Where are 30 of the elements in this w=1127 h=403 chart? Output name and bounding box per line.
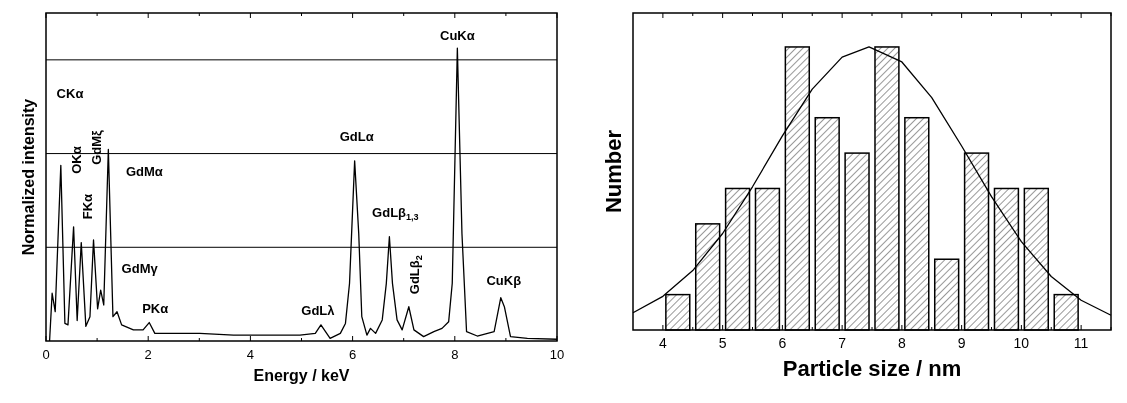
annotation: CKα (56, 85, 84, 101)
x-tick-label: 7 (838, 335, 847, 351)
annotation: FKα (79, 193, 95, 220)
x-tick-label: 2 (144, 347, 152, 362)
x-tick-label: 5 (718, 335, 727, 351)
y-axis-title: Number (601, 129, 626, 214)
annotation: CuKα (440, 27, 475, 43)
annotation: GdLλ (301, 302, 336, 318)
y-axis-title: Normalized intensity (20, 98, 37, 256)
annotation: GdLα (339, 128, 374, 144)
x-tick-label: 6 (348, 347, 357, 362)
annotation: GdLβ$_{1,3}$ (372, 204, 419, 222)
x-tick-label: 4 (246, 347, 255, 362)
x-tick-label: 10 (1013, 335, 1030, 351)
x-tick-label: 6 (778, 335, 787, 351)
x-tick-label: 10 (549, 347, 565, 362)
x-tick-label: 0 (42, 347, 50, 362)
x-axis-title: Particle size / nm (782, 356, 962, 381)
x-tick-label: 11 (1073, 335, 1089, 351)
annotation: PKα (142, 300, 169, 316)
x-tick-label: 9 (957, 335, 966, 351)
x-tick-label: 8 (451, 347, 459, 362)
x-tick-label: 8 (897, 335, 906, 351)
annotation: OKα (68, 146, 84, 174)
annotation: CuKβ (486, 272, 522, 288)
annotation: GdMξ (88, 129, 104, 165)
x-axis-title: Energy / keV (253, 367, 350, 384)
annotation: GdMα (125, 163, 163, 179)
annotation: GdMγ (121, 260, 159, 276)
x-tick-label: 4 (658, 335, 667, 351)
